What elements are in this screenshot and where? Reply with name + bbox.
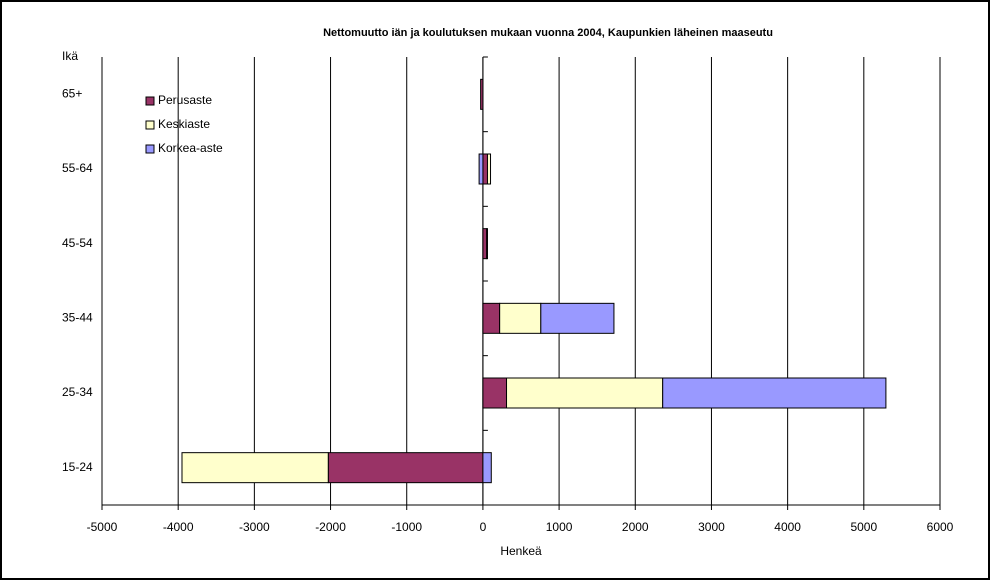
y-axis-label: Ikä xyxy=(62,49,78,63)
x-tick-label: 3000 xyxy=(698,520,725,534)
x-axis-label: Henkeä xyxy=(500,544,542,558)
bar xyxy=(499,302,542,334)
x-tick-label: -3000 xyxy=(239,520,270,534)
x-tick-label: 5000 xyxy=(850,520,877,534)
legend-swatch xyxy=(145,144,155,154)
legend-swatch xyxy=(145,96,155,106)
y-tick-label: 15-24 xyxy=(62,460,93,474)
x-tick-label: -4000 xyxy=(163,520,194,534)
bar xyxy=(478,153,484,185)
x-tick-label: 1000 xyxy=(546,520,573,534)
bar xyxy=(486,228,488,260)
y-tick-label: 55-64 xyxy=(62,161,93,175)
bar xyxy=(480,78,484,110)
x-tick-label: 2000 xyxy=(622,520,649,534)
x-tick-label: -2000 xyxy=(315,520,346,534)
x-tick-label: 4000 xyxy=(774,520,801,534)
x-tick-label: -5000 xyxy=(87,520,118,534)
bar xyxy=(181,452,329,484)
x-tick-label: 0 xyxy=(480,520,487,534)
bar xyxy=(482,302,501,334)
bar xyxy=(482,153,488,185)
y-tick-label: 65+ xyxy=(62,87,82,101)
x-tick-label: 6000 xyxy=(927,520,954,534)
bar xyxy=(662,377,887,409)
bar xyxy=(482,377,508,409)
bar xyxy=(482,452,492,484)
y-tick-label: 45-54 xyxy=(62,236,93,250)
bar xyxy=(486,153,492,185)
bar xyxy=(482,228,488,260)
bar xyxy=(540,302,615,334)
legend-label: Keskiaste xyxy=(158,117,210,131)
bar xyxy=(506,377,664,409)
legend-label: Korkea-aste xyxy=(158,141,223,155)
legend-swatch xyxy=(145,120,155,130)
legend-label: Perusaste xyxy=(158,93,212,107)
y-tick-label: 25-34 xyxy=(62,385,93,399)
x-tick-label: -1000 xyxy=(391,520,422,534)
y-tick-label: 35-44 xyxy=(62,311,93,325)
chart-title: Nettomuutto iän ja koulutuksen mukaan vu… xyxy=(323,27,773,39)
bar xyxy=(327,452,484,484)
